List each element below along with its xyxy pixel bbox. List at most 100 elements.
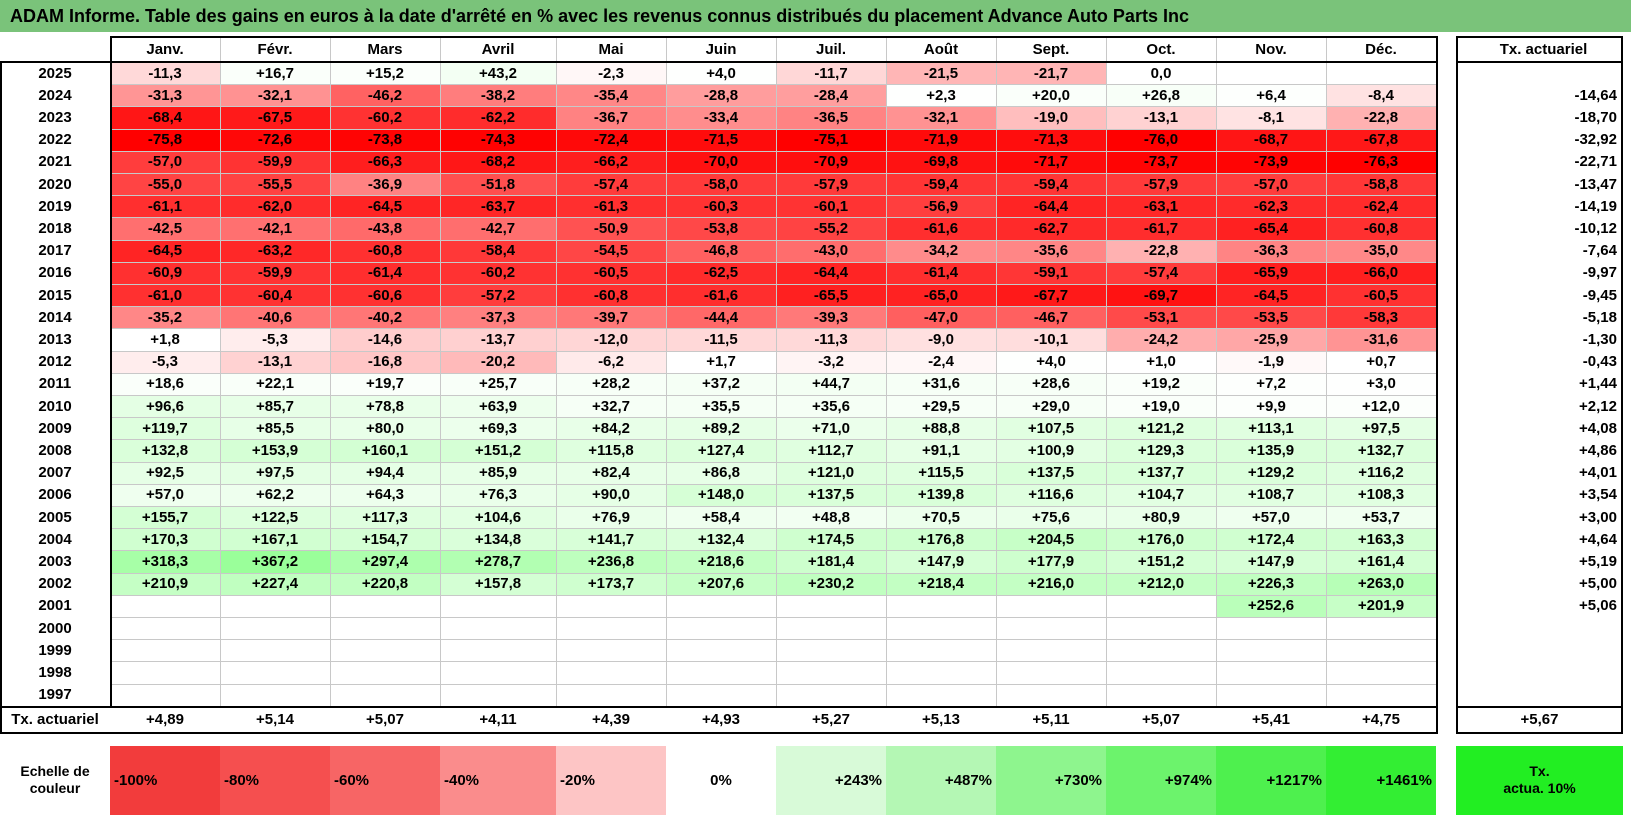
table-cell: -58,0	[666, 173, 776, 196]
table-cell: -71,9	[886, 128, 996, 151]
table-cell: +117,3	[330, 506, 440, 529]
table-cell: -10,1	[996, 328, 1106, 351]
table-cell: -39,3	[776, 306, 886, 329]
table-cell: -60,3	[666, 195, 776, 218]
year-label: 2016	[38, 264, 72, 282]
table-cell: -60,6	[330, 284, 440, 307]
table-cell: -32,1	[220, 84, 330, 107]
year-label: 2022	[38, 131, 72, 149]
legend-step: +243%	[776, 745, 886, 815]
table-border	[110, 36, 112, 706]
row-gridline	[110, 395, 1436, 396]
table-cell: +297,4	[330, 550, 440, 573]
year-label: 2001	[38, 597, 72, 615]
table-cell	[440, 661, 556, 684]
table-cell: -43,0	[776, 239, 886, 262]
table-cell	[330, 639, 440, 662]
table-cell: -60,5	[1326, 284, 1436, 307]
table-cell: 0,0	[1106, 62, 1216, 85]
table-cell: -12,0	[556, 328, 666, 351]
table-cell: -3,2	[776, 350, 886, 373]
table-cell: -66,0	[1326, 261, 1436, 284]
report-title: ADAM Informe. Table des gains en euros à…	[0, 0, 1631, 32]
table-cell: -31,3	[110, 84, 220, 107]
table-cell: -35,0	[1326, 239, 1436, 262]
table-cell: -66,3	[330, 150, 440, 173]
table-cell: +31,6	[886, 372, 996, 395]
table-cell	[220, 594, 330, 617]
table-cell: +107,5	[996, 417, 1106, 440]
table-cell: -61,3	[556, 195, 666, 218]
table-cell: -64,5	[330, 195, 440, 218]
table-cell: -11,7	[776, 62, 886, 85]
table-cell	[1326, 639, 1436, 662]
row-gridline	[110, 461, 1436, 463]
table-cell: -60,5	[556, 261, 666, 284]
row-gridline	[110, 528, 1436, 530]
year-label: 2025	[38, 64, 72, 82]
legend-step: +1461%	[1326, 745, 1436, 815]
footer-cell: +5,27	[812, 711, 850, 729]
table-cell: -35,6	[996, 239, 1106, 262]
month-header: Oct.	[1146, 40, 1176, 58]
legend-step: -40%	[440, 745, 556, 815]
rate-cell: -1,30	[1582, 330, 1617, 348]
table-cell: -35,2	[110, 306, 220, 329]
table-cell: -65,5	[776, 284, 886, 307]
table-cell: +367,2	[220, 550, 330, 573]
month-header: Déc.	[1365, 40, 1397, 58]
col-gridline	[1326, 36, 1327, 706]
table-cell: -61,4	[886, 261, 996, 284]
table-cell	[996, 594, 1106, 617]
table-cell: -43,8	[330, 217, 440, 240]
table-cell: +1,0	[1106, 350, 1216, 373]
table-cell: +113,1	[1216, 417, 1326, 440]
table-border	[1456, 731, 1623, 734]
table-cell: +57,0	[1216, 506, 1326, 529]
footer-rate: +5,67	[1520, 711, 1559, 729]
table-cell: +122,5	[220, 506, 330, 529]
table-cell	[1326, 683, 1436, 706]
col-gridline	[776, 36, 777, 706]
col-gridline	[440, 36, 441, 706]
table-cell: -46,8	[666, 239, 776, 262]
table-cell	[996, 639, 1106, 662]
table-cell: -54,5	[556, 239, 666, 262]
legend-step: -80%	[220, 745, 330, 815]
table-cell: +104,6	[440, 506, 556, 529]
row-gridline	[110, 417, 1436, 419]
table-cell	[886, 683, 996, 706]
table-cell: -8,4	[1326, 84, 1436, 107]
row-gridline	[110, 439, 1436, 441]
table-cell: -57,0	[110, 150, 220, 173]
table-cell: +116,2	[1326, 461, 1436, 484]
table-cell: +147,9	[886, 550, 996, 573]
table-cell: -14,6	[330, 328, 440, 351]
table-cell: +176,0	[1106, 528, 1216, 551]
table-cell: -73,7	[1106, 150, 1216, 173]
table-cell: -62,7	[996, 217, 1106, 240]
year-label: 2018	[38, 219, 72, 237]
rate-cell	[1456, 684, 1623, 706]
table-cell	[886, 617, 996, 640]
table-cell: -13,1	[220, 350, 330, 373]
table-cell: +48,8	[776, 506, 886, 529]
footer-cell: +4,89	[146, 711, 184, 729]
rate-cell: +4,01	[1579, 464, 1617, 482]
table-cell: +26,8	[1106, 84, 1216, 107]
footer-cell: +5,41	[1252, 711, 1290, 729]
rate-cell: +1,44	[1579, 375, 1617, 393]
table-cell: -61,0	[110, 284, 220, 307]
row-gridline	[110, 661, 1436, 663]
table-cell: +108,7	[1216, 483, 1326, 506]
table-cell: +22,1	[220, 372, 330, 395]
table-cell: -69,8	[886, 150, 996, 173]
table-cell: -59,4	[996, 173, 1106, 196]
col-gridline	[330, 36, 331, 706]
table-cell: +18,6	[110, 372, 220, 395]
table-cell: +115,8	[556, 439, 666, 462]
month-header: Juin	[705, 40, 737, 58]
table-cell: +155,7	[110, 506, 220, 529]
row-gridline	[110, 550, 1436, 552]
